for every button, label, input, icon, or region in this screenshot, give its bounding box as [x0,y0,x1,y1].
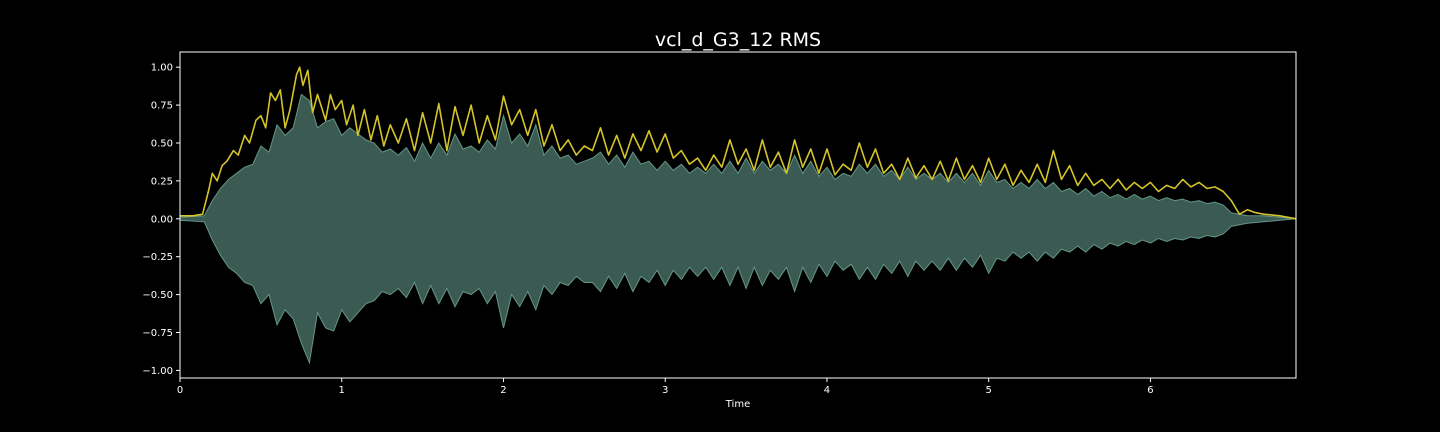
y-tick-label: −0.75 [142,328,173,339]
y-tick-label: −0.50 [142,290,173,301]
y-tick-label: 0.00 [151,214,173,225]
x-tick-label: 3 [662,385,668,396]
axes-frame [179,51,1297,379]
y-tick-label: −0.25 [142,252,173,263]
x-tick-label: 2 [500,385,506,396]
chart-title: vcl_d_G3_12 RMS [655,29,821,51]
data-layer [179,66,1297,365]
x-tick-label: 5 [986,385,992,396]
y-axis: −1.00 −0.75 −0.50 −0.25 0.00 0.25 0.50 0.75 1.00 [142,63,180,377]
y-tick-label: 0.25 [151,176,173,187]
x-tick-label: 6 [1147,385,1153,396]
x-tick-label: 4 [824,385,830,396]
y-tick-label: 0.75 [151,101,173,112]
y-tick-label: 0.50 [151,138,173,149]
y-tick-label: −1.00 [142,366,173,377]
x-axis-title: Time [725,399,750,410]
x-axis: 0 1 2 3 4 5 6 [177,378,1154,396]
x-tick-label: 1 [339,385,345,396]
waveform-envelope [179,93,1297,365]
x-tick-label: 0 [177,385,183,396]
y-tick-label: 1.00 [151,63,173,74]
rms-line [180,66,1297,220]
